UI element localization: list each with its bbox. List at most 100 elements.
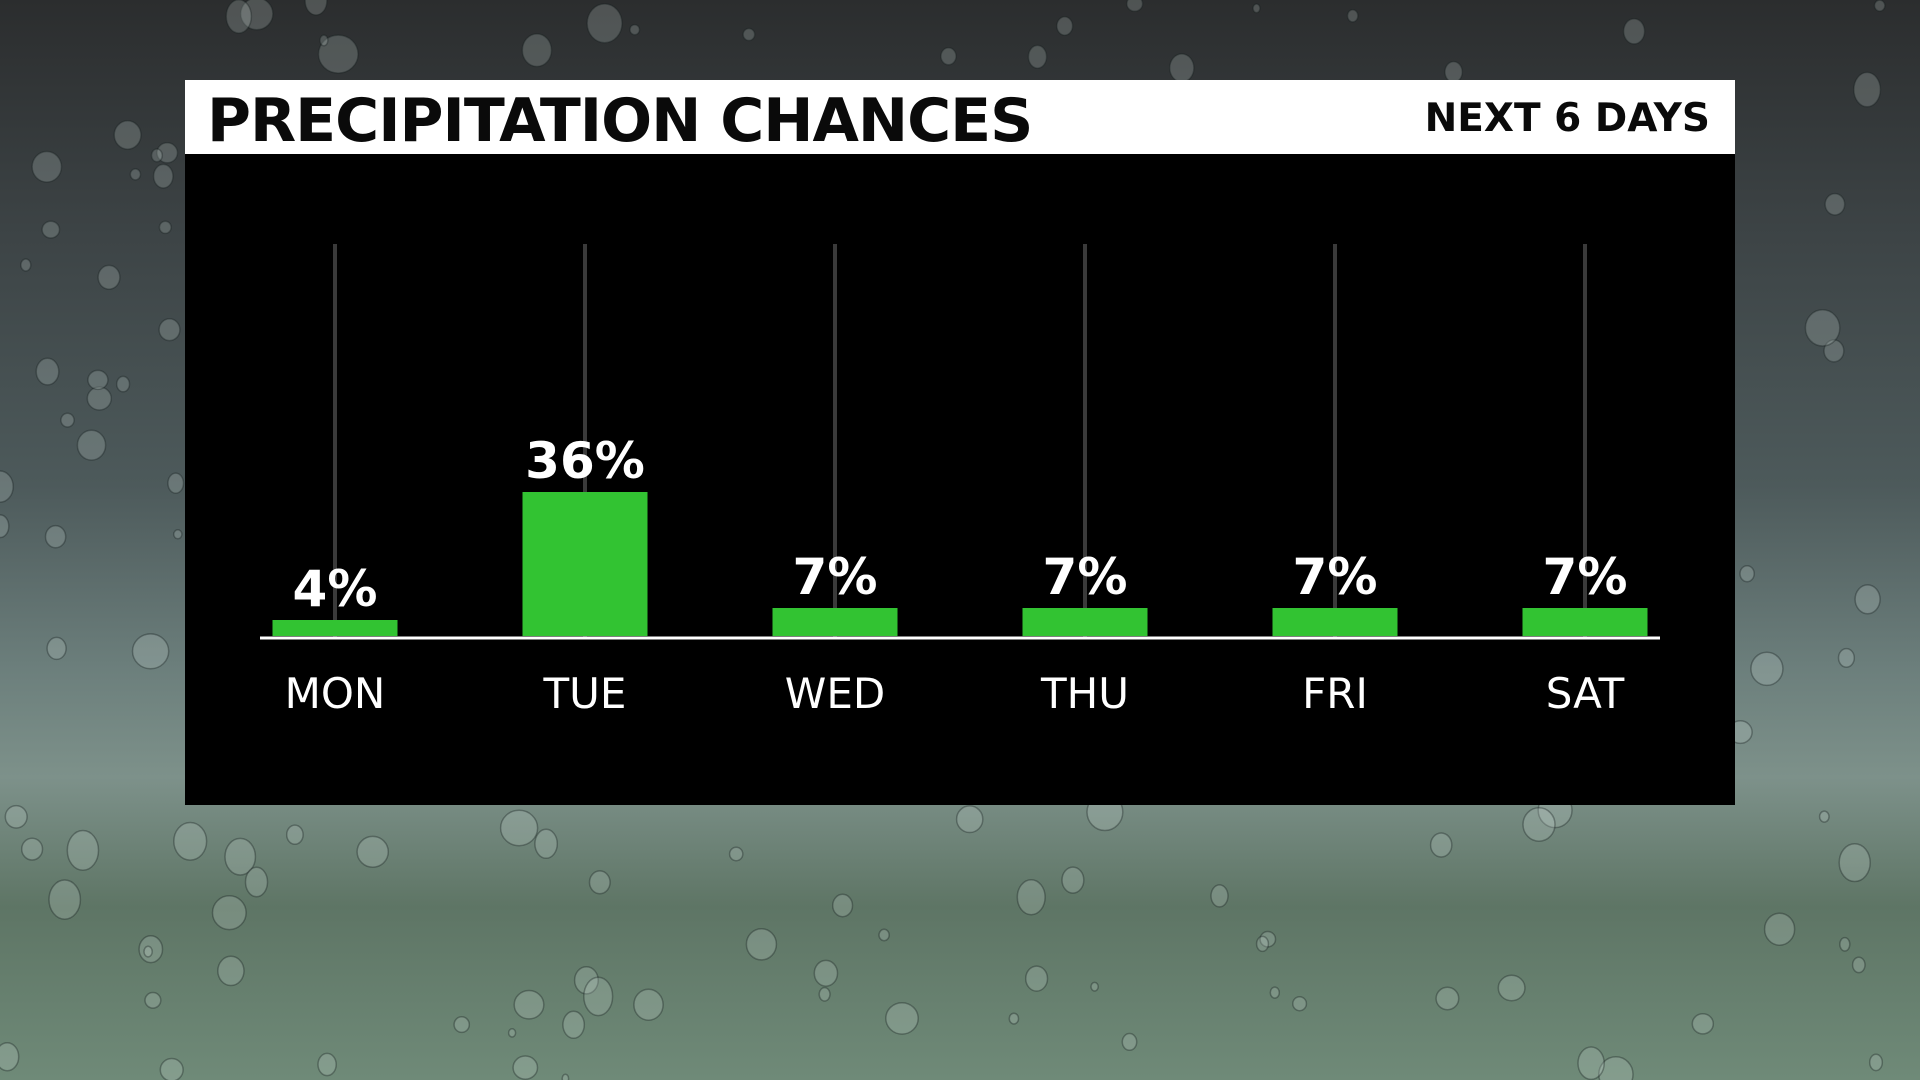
rain-drop — [742, 27, 756, 42]
rain-drop — [507, 1028, 517, 1038]
rain-drop — [1691, 1012, 1715, 1035]
rain-drop — [211, 895, 247, 931]
rain-drop — [1210, 884, 1229, 908]
rain-drop — [239, 0, 274, 31]
rain-drop — [940, 46, 957, 66]
rain-drop — [1824, 192, 1846, 216]
rain-drop — [831, 893, 854, 918]
rain-drop — [131, 633, 170, 670]
rain-drop — [1061, 866, 1085, 894]
category-label-thu: THU — [1040, 669, 1129, 718]
rain-drop — [1853, 71, 1882, 108]
bar-thu — [1022, 608, 1148, 636]
rain-drop — [159, 1057, 184, 1080]
rain-drop — [561, 1073, 570, 1080]
rain-drop — [224, 837, 257, 876]
rain-drop — [1763, 912, 1796, 946]
rain-drop — [115, 375, 131, 393]
rain-drop — [244, 866, 269, 898]
rain-drop — [813, 959, 839, 987]
rain-drop — [1429, 832, 1453, 858]
rain-drop — [521, 33, 553, 68]
rain-drop — [317, 1052, 337, 1077]
rain-drop — [1292, 995, 1308, 1012]
rain-drop — [1255, 935, 1270, 953]
rain-drop — [113, 120, 142, 150]
rain-drop — [1577, 1046, 1605, 1080]
rain-drop — [573, 965, 599, 995]
bar-chart: 4% MON 36% TUE 7% WED 7% THU 7% FRI 7% SAT — [260, 244, 1660, 718]
bar-mon — [272, 620, 398, 636]
rain-drop — [1090, 981, 1099, 992]
bar-fri — [1272, 608, 1398, 636]
rain-drop — [633, 988, 664, 1021]
precipitation-graphic: PRECIPITATION CHANCES NEXT 6 DAYS 4% MON 3… — [185, 80, 1735, 805]
rain-drop — [285, 824, 304, 846]
rain-drop — [1739, 564, 1755, 583]
rain-drop — [158, 220, 172, 235]
rain-drop — [4, 804, 28, 829]
rain-drop — [48, 879, 82, 920]
rain-drop — [225, 0, 253, 34]
rain-drop — [150, 148, 164, 163]
rain-drop — [1027, 44, 1048, 69]
rain-drop — [955, 805, 984, 834]
rain-drop — [629, 23, 641, 36]
rain-drop — [144, 991, 162, 1009]
rain-drop — [818, 986, 831, 1002]
rain-drop — [0, 470, 14, 503]
rain-drop — [1818, 810, 1830, 823]
rain-drop — [878, 928, 890, 942]
rain-drop — [356, 835, 390, 868]
data-label-sat: 7% — [1543, 548, 1628, 606]
rain-drop — [60, 412, 75, 428]
data-label-tue: 36% — [525, 432, 645, 490]
rain-drop — [1435, 986, 1460, 1011]
rain-drop — [1126, 0, 1144, 13]
rain-drop — [20, 837, 44, 861]
data-label-mon: 4% — [293, 560, 378, 618]
rain-drop — [586, 3, 623, 44]
rain-drop — [304, 0, 328, 16]
rain-drop — [1839, 936, 1851, 952]
rain-drop — [20, 258, 32, 272]
rain-drop — [1823, 339, 1845, 363]
bar-tue — [522, 492, 648, 636]
rain-drop — [0, 1041, 20, 1072]
rain-drop — [1121, 1032, 1138, 1052]
rain-drop — [1854, 584, 1881, 615]
rain-drop — [1522, 807, 1556, 842]
rain-drop — [87, 369, 109, 391]
rain-drop — [31, 150, 63, 183]
rain-drop — [1598, 1056, 1634, 1080]
rain-drop — [512, 1055, 539, 1080]
category-label-sat: SAT — [1546, 669, 1625, 718]
category-label-wed: WED — [785, 669, 885, 718]
rain-drop — [167, 472, 185, 495]
rain-drop — [1851, 956, 1866, 974]
rain-drop — [728, 846, 744, 862]
rain-drop — [1168, 53, 1195, 83]
bar-sat — [1522, 608, 1648, 636]
graphic-header: PRECIPITATION CHANCES NEXT 6 DAYS — [185, 80, 1735, 156]
chart-panel: 4% MON 36% TUE 7% WED 7% THU 7% FRI 7% SAT — [185, 154, 1735, 805]
rain-drop — [1024, 965, 1049, 992]
rain-drop — [86, 386, 113, 411]
rain-drop — [745, 927, 778, 961]
rain-drop — [44, 524, 67, 549]
rain-drop — [1873, 0, 1886, 12]
rain-drop — [1346, 8, 1359, 23]
rain-drop — [1259, 930, 1277, 948]
rain-drop — [66, 829, 100, 872]
rain-drop — [513, 989, 545, 1020]
rain-drop — [1016, 878, 1046, 916]
rain-drop — [0, 514, 10, 539]
rain-drop — [1056, 16, 1074, 36]
rain-drop — [35, 357, 60, 386]
rain-drop — [1008, 1012, 1020, 1025]
rain-drop — [1838, 842, 1871, 883]
data-label-thu: 7% — [1043, 548, 1128, 606]
rain-drop — [173, 821, 208, 861]
rain-drop — [41, 220, 61, 239]
